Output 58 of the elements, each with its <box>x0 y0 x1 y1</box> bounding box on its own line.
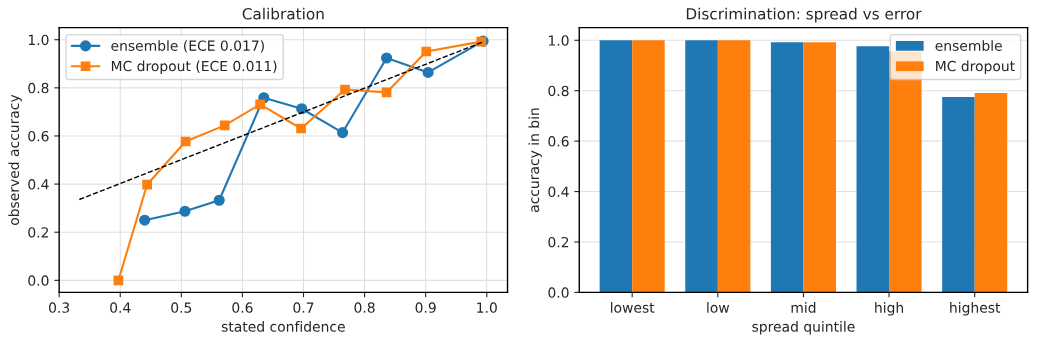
x-tick-label: high <box>875 302 904 316</box>
point <box>296 123 306 134</box>
y-tick-label: 1.0 <box>28 34 49 46</box>
x-tick-label: lowest <box>611 302 655 313</box>
x-tick-label: 0.8 <box>354 302 375 313</box>
y-tick-label: 0.2 <box>28 227 49 238</box>
x-tick-label: 0.5 <box>171 302 192 313</box>
y-tick-label: 0.6 <box>548 136 569 147</box>
bar <box>599 40 633 293</box>
legend-label: MC dropout <box>936 60 1015 75</box>
point <box>422 66 434 78</box>
y-tick-label: 0.0 <box>28 275 49 286</box>
bar <box>685 40 718 293</box>
y-tick-label: 0.8 <box>28 82 49 94</box>
x-tick-label: 0.4 <box>110 302 131 313</box>
x-tick-label: mid <box>791 302 816 313</box>
bar <box>632 40 665 293</box>
y-axis-title: observed accuracy <box>8 94 22 225</box>
bar <box>974 92 1008 293</box>
point <box>421 46 432 57</box>
x-tick-label: 0.3 <box>49 302 70 313</box>
x-tick-label: 1.0 <box>477 302 497 313</box>
bar <box>717 40 751 293</box>
x-tick-label: low <box>707 302 730 313</box>
point <box>296 103 308 115</box>
point <box>381 52 393 64</box>
x-tick-label: 0.6 <box>232 302 253 313</box>
y-tick-label: 0.0 <box>548 287 569 298</box>
bar <box>942 97 975 293</box>
y-axis-title: accuracy in bin <box>528 108 542 213</box>
point <box>142 179 152 190</box>
x-tick-label: 0.7 <box>293 302 314 313</box>
legend-label: ensemble (ECE 0.017) <box>111 40 264 53</box>
point <box>340 84 350 95</box>
chart-title: Calibration <box>242 7 324 20</box>
point <box>179 205 191 217</box>
point <box>113 275 124 286</box>
chart-title: Discrimination: spread vs error <box>686 7 922 23</box>
y-tick-label: 0.2 <box>548 236 569 248</box>
legend-label: MC dropout (ECE 0.011) <box>111 60 277 75</box>
point <box>213 194 225 206</box>
bar <box>770 42 804 293</box>
bar <box>803 42 836 293</box>
y-tick-label: 1.0 <box>548 35 569 46</box>
y-tick-label: 0.8 <box>548 85 569 97</box>
y-tick-label: 0.6 <box>28 130 49 142</box>
x-tick-label: 0.9 <box>415 302 436 313</box>
point <box>255 99 265 110</box>
y-tick-label: 0.4 <box>548 186 569 198</box>
legend-label: ensemble <box>935 40 1002 51</box>
point <box>337 127 349 139</box>
y-tick-label: 0.4 <box>28 179 49 190</box>
point <box>219 120 230 131</box>
x-axis-title: stated confidence <box>221 321 345 332</box>
x-axis-title: spread quintile <box>752 321 855 335</box>
point <box>139 214 151 226</box>
bar <box>856 46 890 293</box>
x-tick-label: highest <box>950 302 1001 316</box>
